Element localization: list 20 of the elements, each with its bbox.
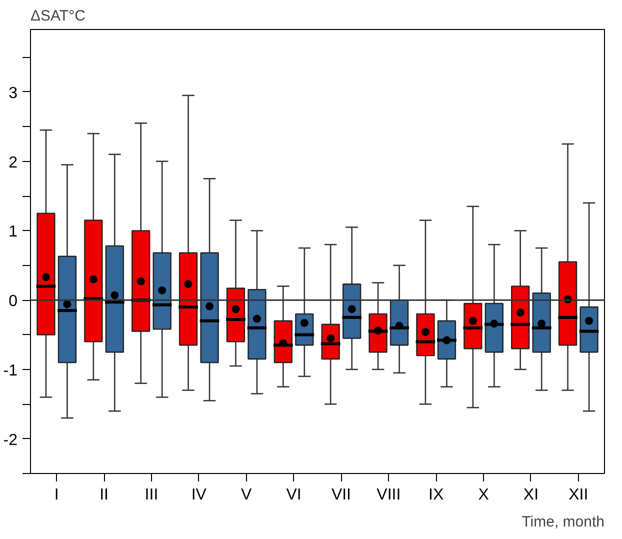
x-tick-label: XI [523,486,539,504]
y-tick-label: 3 [8,84,18,102]
x-axis-title: Time, month [522,514,605,530]
y-tick-label: 1 [8,224,18,241]
y-tick-label: -1 [3,362,18,380]
x-tick-label: VII [331,486,351,504]
x-tick-label: V [241,486,252,504]
x-tick-label: XII [568,486,588,504]
x-tick-label: VIII [376,486,401,504]
y-tick-label: -2 [3,432,18,449]
y-tick-label: 2 [8,154,18,172]
y-tick-label: 0 [8,293,18,310]
x-tick-label: I [54,486,59,504]
y-axis-title: ΔSAT°C [30,8,86,24]
x-tick-label: X [478,486,490,504]
x-tick-label: IX [428,486,444,504]
x-tick-label: IV [191,486,207,504]
x-tick-label: II [100,486,108,504]
x-tick-label: VI [286,486,302,504]
x-tick-label: III [144,486,158,504]
